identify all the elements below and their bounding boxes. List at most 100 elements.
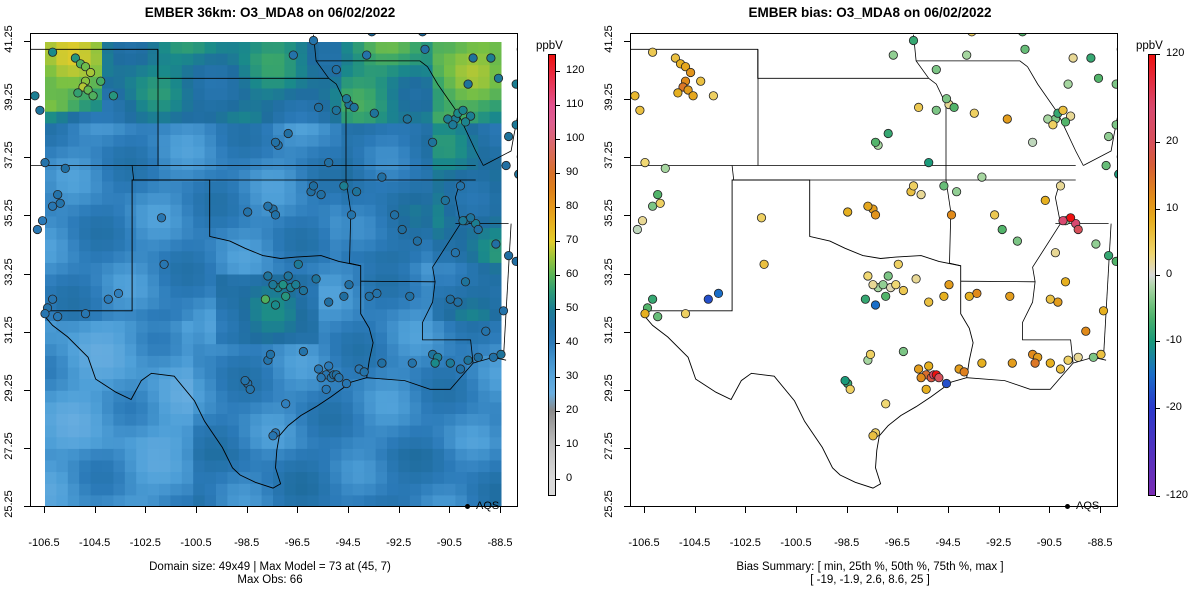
model-grid-cell — [341, 448, 354, 461]
model-grid-cell — [56, 274, 69, 287]
model-grid-cell — [455, 414, 468, 427]
model-grid-cell — [375, 332, 388, 345]
model-grid-cell — [432, 239, 445, 252]
model-grid-cell — [398, 414, 411, 427]
aqs-station-marker — [1073, 224, 1083, 235]
model-grid-cell — [90, 460, 103, 473]
model-grid-cell — [489, 228, 502, 241]
model-grid-cell — [113, 437, 126, 450]
model-colorbar-tick-label: 70 — [566, 234, 579, 246]
model-grid-cell — [79, 460, 92, 473]
lat-tick-label: 27.25 — [603, 432, 615, 460]
model-grid-cell — [113, 42, 126, 55]
model-grid-cell — [67, 251, 80, 264]
model-grid-cell — [227, 355, 240, 368]
lat-tick-mark — [24, 273, 30, 275]
model-grid-cell — [147, 228, 160, 241]
model-grid-cell — [284, 448, 297, 461]
model-grid-cell — [295, 495, 308, 506]
model-grid-cell — [238, 158, 251, 171]
model-grid-cell — [56, 437, 69, 450]
model-grid-cell — [147, 239, 160, 252]
aqs-station-marker — [473, 352, 483, 362]
model-grid-cell — [398, 495, 411, 506]
model-grid-cell — [295, 193, 308, 206]
model-grid-cell — [90, 65, 103, 78]
model-grid-cell — [318, 414, 331, 427]
model-grid-cell — [181, 402, 194, 415]
model-grid-cell — [102, 42, 114, 55]
model-grid-cell — [204, 274, 217, 287]
model-grid-cell — [284, 193, 297, 206]
model-grid-cell — [250, 402, 263, 415]
model-grid-cell — [45, 297, 57, 310]
aqs-station-marker — [491, 239, 501, 249]
aqs-station-marker — [898, 346, 908, 357]
aqs-station-marker — [270, 300, 281, 310]
model-grid-cell — [341, 425, 354, 438]
model-grid-cell — [136, 216, 149, 229]
model-grid-cell — [261, 100, 274, 113]
model-grid-cell — [79, 344, 92, 357]
model-grid-cell — [478, 76, 491, 89]
model-grid-cell — [250, 355, 263, 368]
model-grid-cell — [478, 460, 491, 473]
model-grid-cell — [250, 193, 263, 206]
lon-tick-label: -88.5 — [1087, 537, 1113, 549]
model-grid-cell — [147, 495, 160, 506]
model-grid-cell — [330, 274, 342, 287]
model-grid-cell — [352, 100, 365, 113]
model-grid-cell — [330, 262, 342, 275]
model-grid-cell — [261, 169, 274, 182]
aqs-station-marker — [1055, 364, 1066, 374]
aqs-station-marker — [440, 195, 450, 205]
model-grid-cell — [227, 88, 240, 101]
model-grid-cell — [238, 251, 251, 264]
model-grid-cell — [375, 286, 388, 299]
model-grid-cell — [216, 123, 228, 136]
model-colorbar-tick-mark — [556, 411, 560, 412]
aqs-station-marker — [939, 291, 949, 301]
model-grid-cell — [124, 390, 137, 403]
model-grid-cell — [455, 367, 468, 380]
bias-colorbar-tick-label: 0 — [1166, 268, 1173, 280]
model-grid-cell — [227, 204, 240, 217]
model-grid-cell — [284, 53, 297, 66]
model-grid-cell — [147, 402, 160, 415]
model-grid-cell — [352, 53, 365, 66]
model-grid-cell — [159, 146, 171, 159]
lat-tick-label: 25.25 — [3, 490, 15, 518]
model-grid-cell — [318, 123, 331, 136]
model-grid-cell — [67, 274, 80, 287]
model-grid-cell — [45, 88, 57, 101]
lat-tick-label: 39.25 — [603, 83, 615, 111]
model-grid-cell — [444, 228, 456, 241]
model-grid-cell — [90, 495, 103, 506]
model-grid-cell — [159, 158, 171, 171]
model-grid-cell — [307, 495, 320, 506]
model-grid-cell — [341, 367, 354, 380]
model-grid-cell — [330, 379, 342, 392]
model-grid-cell — [56, 239, 69, 252]
model-grid-cell — [56, 123, 69, 136]
model-grid-cell — [45, 135, 57, 148]
model-grid-cell — [159, 239, 171, 252]
model-grid-cell — [444, 181, 456, 194]
model-grid-cell — [478, 414, 491, 427]
model-grid-cell — [45, 495, 57, 506]
aqs-station-marker — [268, 431, 278, 441]
model-grid-cell — [90, 448, 103, 461]
lat-tick-label: 29.25 — [3, 373, 15, 402]
model-grid-cell — [45, 216, 57, 229]
model-grid-cell — [307, 309, 320, 322]
aqs-station-marker — [648, 201, 658, 211]
aqs-station-marker — [32, 224, 42, 235]
model-grid-cell — [398, 181, 411, 194]
model-grid-cell — [398, 158, 411, 171]
model-grid-cell — [421, 332, 434, 345]
model-grid-cell — [432, 414, 445, 427]
model-grid-cell — [124, 355, 137, 368]
model-grid-cell — [90, 437, 103, 450]
model-grid-cell — [466, 472, 479, 485]
model-grid-cell — [466, 448, 479, 461]
